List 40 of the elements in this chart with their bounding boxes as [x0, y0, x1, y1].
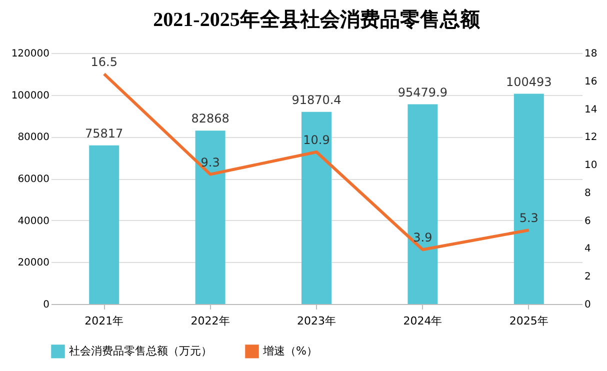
- data-label: 95479.9: [398, 85, 448, 100]
- data-label: 16.5: [90, 54, 118, 69]
- x-tick-label: 2022年: [190, 314, 230, 328]
- y-tick-label: 80000: [18, 132, 50, 144]
- data-label: 10.9: [303, 133, 330, 148]
- data-label: 3.9: [413, 230, 432, 245]
- x-tick-label: 2023年: [297, 314, 336, 328]
- y2-tick-label: 12: [584, 132, 598, 144]
- legend-label: 增速（%）: [262, 344, 318, 358]
- y2-tick-label: 18: [584, 48, 598, 60]
- y-tick-label: 20000: [18, 258, 50, 269]
- x-tick-label: 2021年: [84, 314, 124, 328]
- bar: [195, 130, 226, 304]
- y2-tick-label: 4: [584, 244, 591, 255]
- y-tick-label: 40000: [18, 216, 50, 227]
- data-label: 100493: [506, 74, 552, 89]
- data-label: 82868: [191, 112, 230, 126]
- y2-tick-label: 8: [584, 188, 591, 199]
- bar: [408, 104, 438, 304]
- data-label: 91870.4: [292, 92, 342, 107]
- bar: [89, 145, 120, 304]
- y2-tick-label: 10: [584, 160, 598, 172]
- y2-tick-label: 2: [584, 272, 591, 283]
- legend-label: 社会消费品零售总额（万元）: [69, 344, 212, 358]
- data-label: 75817: [85, 126, 124, 140]
- y-tick-label: 60000: [18, 174, 50, 185]
- y2-tick-label: 6: [584, 216, 591, 227]
- chart-title: 2021-2025年全县社会消费品零售总额: [153, 8, 481, 31]
- y-tick-label: 0: [43, 300, 50, 310]
- x-tick-label: 2024年: [403, 314, 442, 328]
- data-label: 5.3: [519, 211, 538, 226]
- y2-tick-label: 0: [584, 300, 591, 310]
- bar: [514, 94, 544, 304]
- y2-tick-label: 16: [584, 76, 598, 88]
- y-tick-label: 100000: [11, 90, 50, 102]
- y-tick-label: 120000: [11, 48, 50, 60]
- bar: [302, 112, 332, 304]
- y2-tick-label: 14: [584, 104, 598, 116]
- data-label: 9.3: [200, 155, 220, 170]
- x-tick-label: 2025年: [509, 314, 548, 328]
